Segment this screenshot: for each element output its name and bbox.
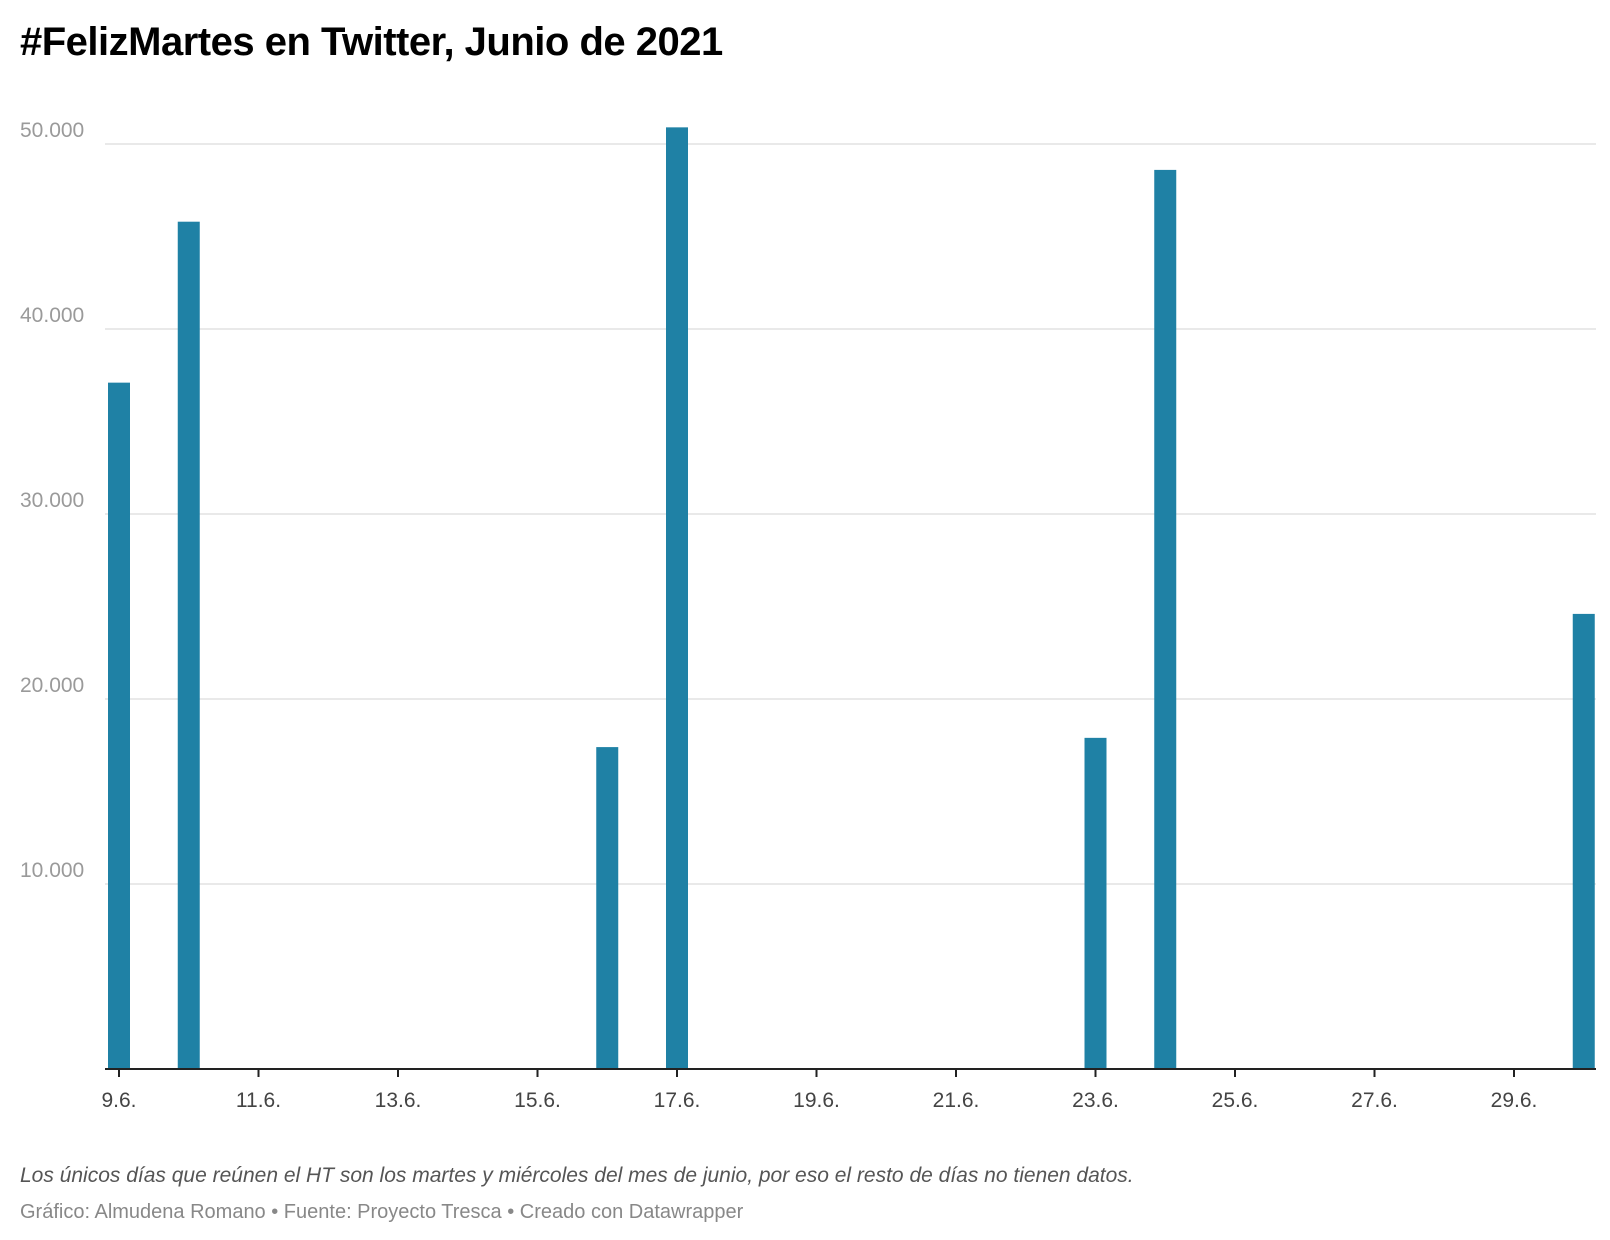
x-tick-label: 9.6. xyxy=(101,1089,136,1112)
y-tick-label: 10.000 xyxy=(20,859,84,882)
x-tick-label: 11.6. xyxy=(236,1089,281,1112)
bar xyxy=(1572,613,1595,1069)
bar xyxy=(177,221,200,1069)
bar xyxy=(1084,737,1107,1069)
y-tick-label: 30.000 xyxy=(20,489,84,512)
x-tick-label: 27.6. xyxy=(1351,1089,1398,1112)
chart-title: #FelizMartes en Twitter, Junio de 2021 xyxy=(20,20,723,64)
x-tick-label: 25.6. xyxy=(1212,1089,1259,1112)
x-tick-label: 19.6. xyxy=(793,1089,840,1112)
x-tick-label: 17.6. xyxy=(654,1089,701,1112)
chart-credits: Gráfico: Almudena Romano • Fuente: Proye… xyxy=(20,1201,744,1223)
x-tick-label: 13.6. xyxy=(375,1089,422,1112)
bar xyxy=(666,127,688,1070)
x-tick-label: 15.6. xyxy=(514,1089,561,1112)
y-tick-label: 40.000 xyxy=(20,304,84,327)
y-tick-label: 20.000 xyxy=(20,674,84,697)
x-tick-label: 29.6. xyxy=(1491,1089,1538,1112)
x-tick-label: 23.6. xyxy=(1072,1089,1119,1112)
gridlines: 10.000 20.000 30.000 40.000 50.000 xyxy=(20,119,1596,885)
chart-note: Los únicos días que reúnen el HT son los… xyxy=(20,1164,1134,1187)
bar xyxy=(108,382,130,1069)
y-tick-label: 50.000 xyxy=(20,119,84,142)
bar xyxy=(1154,169,1177,1069)
x-tick-label: 21.6. xyxy=(933,1089,980,1112)
bars xyxy=(108,127,1595,1070)
bar xyxy=(596,747,619,1069)
x-axis: 9.6. 11.6. 13.6. 15.6. 17.6. 19.6. 21.6. 23.6. 2… xyxy=(101,1068,1596,1112)
